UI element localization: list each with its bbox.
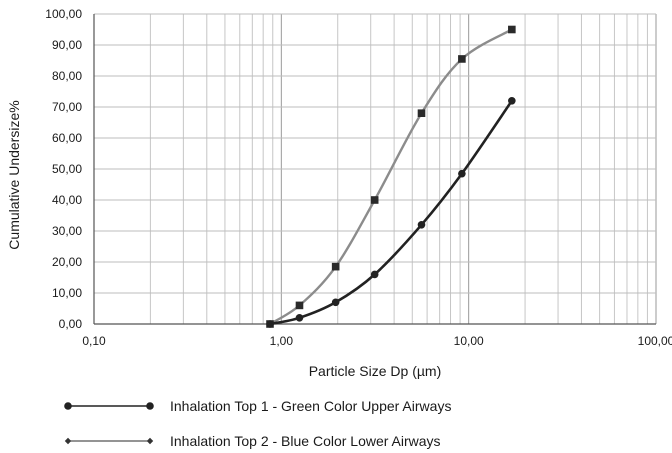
y-tick-label: 30,00 — [52, 224, 82, 238]
data-point — [295, 314, 304, 322]
y-tick-label: 40,00 — [52, 193, 82, 207]
legend-label: Inhalation Top 1 - Green Color Upper Air… — [170, 398, 451, 414]
data-point — [508, 97, 516, 105]
y-tick-label: 0,00 — [59, 317, 83, 331]
legend-marker — [146, 402, 154, 410]
x-tick-label: 0,10 — [82, 334, 106, 348]
data-point — [417, 221, 426, 229]
legend-item-1: Inhalation Top 1 - Green Color Upper Air… — [64, 398, 451, 414]
legend-item-2: Inhalation Top 2 - Blue Color Lower Airw… — [64, 433, 441, 449]
x-tick-label: 10,00 — [454, 334, 484, 348]
data-point — [295, 301, 304, 310]
data-point — [458, 55, 466, 63]
x-tick-label: 1,00 — [270, 334, 294, 348]
series-1 — [266, 97, 516, 328]
data-point — [370, 196, 379, 204]
y-tick-label: 70,00 — [52, 100, 82, 114]
legend: Inhalation Top 1 - Green Color Upper Air… — [64, 398, 451, 449]
x-axis-title: Particle Size Dp (µm) — [309, 363, 442, 379]
data-point — [458, 169, 466, 178]
series — [266, 25, 516, 328]
y-tick-label: 100,00 — [45, 7, 82, 21]
y-tick-label: 50,00 — [52, 162, 82, 176]
y-tick-label: 60,00 — [52, 131, 82, 145]
legend-marker — [64, 437, 72, 445]
y-tick-label: 90,00 — [52, 38, 82, 52]
series-line — [268, 99, 514, 326]
axes — [93, 14, 656, 325]
series-2 — [266, 25, 516, 328]
y-tick-label: 80,00 — [52, 69, 82, 83]
data-point — [331, 262, 340, 271]
legend-marker — [146, 437, 154, 445]
legend-marker — [64, 402, 72, 410]
x-tick-label: 100,00 — [638, 334, 672, 348]
y-tick-label: 20,00 — [52, 255, 82, 269]
y-axis-title: Cumulative Undersize% — [6, 100, 22, 249]
data-point — [508, 25, 516, 34]
series-line — [268, 28, 514, 326]
data-point — [331, 298, 340, 307]
y-tick-label: 10,00 — [52, 286, 82, 300]
data-point — [266, 320, 274, 328]
data-point — [417, 109, 426, 117]
tick-labels: 0,00 10,00 20,00 30,00 40,00 50,00 60,00 70,00 8… — [45, 7, 672, 348]
data-point — [370, 270, 379, 279]
legend-label: Inhalation Top 2 - Blue Color Lower Airw… — [170, 433, 441, 449]
